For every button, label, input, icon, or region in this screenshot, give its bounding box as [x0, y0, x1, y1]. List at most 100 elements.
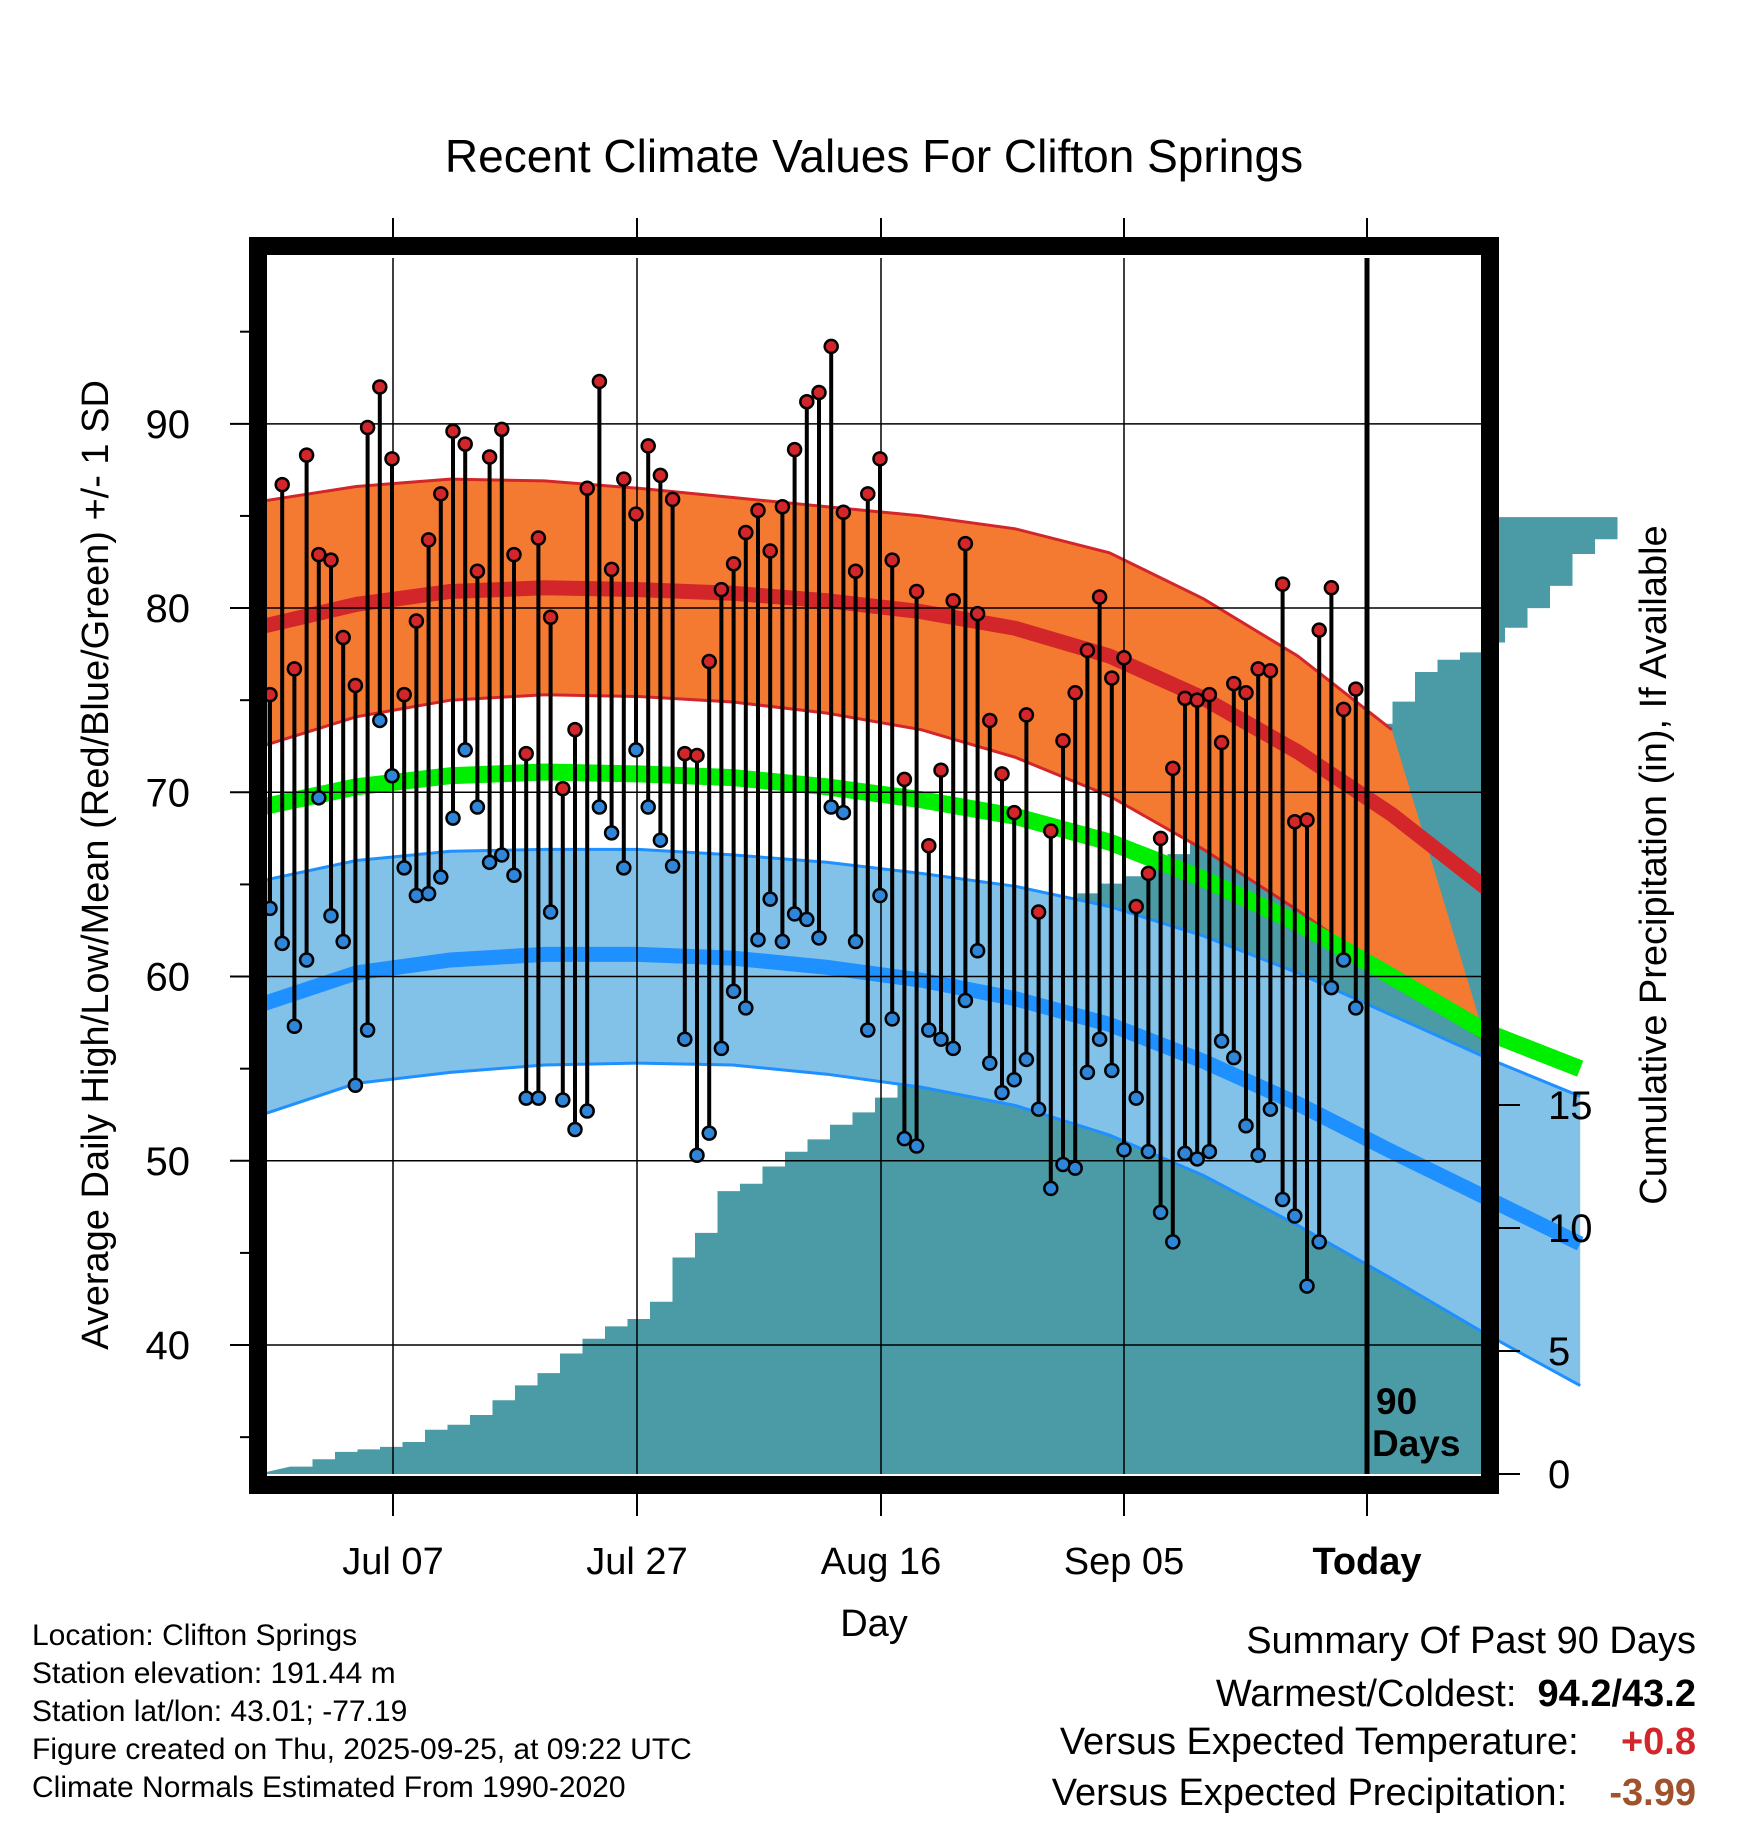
daily-low-dot	[628, 742, 644, 758]
daily-high-dot	[664, 491, 681, 508]
daily-high-dot	[933, 762, 949, 778]
daily-low-dot	[835, 804, 852, 821]
daily-stems-layer	[268, 346, 1358, 1287]
daily-low-dot	[811, 930, 827, 946]
daily-high-dot	[1079, 642, 1096, 659]
daily-high-dot	[982, 712, 998, 729]
daily-high-dot	[433, 486, 449, 502]
daily-low-dot	[311, 790, 327, 806]
daily-high-dot	[335, 629, 351, 646]
daily-high-dot	[640, 438, 656, 454]
daily-high-dot	[896, 771, 913, 788]
created-line: Figure created on Thu, 2025-09-25, at 09…	[32, 1733, 692, 1766]
precip-area	[258, 517, 1640, 1474]
daily-low-dot	[591, 799, 608, 815]
normal-low-band-upper-edge	[261, 847, 1581, 1098]
daily-low-dot	[689, 1147, 705, 1164]
left-tick-label-50: 50	[146, 1140, 191, 1184]
daily-low-dot	[1152, 1204, 1169, 1221]
daily-low-dot	[884, 1011, 900, 1027]
daily-low-dot	[762, 891, 778, 907]
temp-value: +0.8	[1620, 1721, 1696, 1763]
daily-low-dot	[323, 907, 339, 924]
left-tick-label-40: 40	[146, 1324, 191, 1368]
daily-low-dot	[603, 825, 620, 841]
elevation-line: Station elevation: 191.44 m	[32, 1657, 396, 1690]
temp-label: Versus Expected Temperature:	[1059, 1721, 1579, 1763]
daily-high-dot	[1067, 685, 1083, 701]
chart-title: Recent Climate Values For Clifton Spring…	[445, 130, 1303, 182]
daily-high-dot	[408, 613, 425, 629]
station-info: Location: Clifton Springs Station elevat…	[32, 1617, 692, 1807]
daily-high-dot	[1274, 576, 1291, 592]
daily-high-dot	[738, 524, 754, 541]
daily-high-dot	[616, 471, 632, 487]
daily-low-dot	[420, 885, 437, 902]
axes-layer: 40 50 60 70 80 90 0 5 10 15 Jul 07 Jul 27 Aug 16 Sep …	[146, 218, 1593, 1583]
daily-high-dot	[701, 653, 717, 670]
daily-high-dot	[420, 532, 437, 548]
daily-high-dot	[921, 837, 937, 854]
daily-low-dot	[286, 1018, 303, 1035]
daily-low-dot	[1128, 1090, 1144, 1106]
daily-low-dot	[652, 832, 669, 848]
daily-high-dot	[286, 661, 303, 677]
daily-low-dot	[274, 935, 290, 952]
daily-low-dot	[457, 742, 473, 758]
daily-high-dot	[603, 561, 620, 578]
daily-high-dot	[1152, 830, 1169, 847]
x-tick-label-1: Jul 27	[586, 1541, 687, 1583]
precip-area-layer	[258, 517, 1640, 1474]
daily-low-dot	[1140, 1143, 1157, 1160]
daily-low-dot	[872, 887, 888, 904]
daily-low-dot	[1079, 1064, 1096, 1081]
daily-low-dot	[1213, 1033, 1230, 1049]
daily-high-dot	[786, 441, 803, 458]
daily-high-dot	[323, 552, 339, 568]
daily-low-dot	[1201, 1143, 1218, 1160]
daily-low-dot	[1299, 1278, 1315, 1294]
daily-low-dot	[1238, 1118, 1254, 1134]
daily-low-dot	[481, 854, 498, 871]
daily-low-dot	[530, 1090, 547, 1106]
daily-low-dot	[579, 1103, 595, 1119]
daily-low-dot	[1116, 1141, 1132, 1158]
daily-high-dot	[811, 384, 827, 401]
daily-high-dot	[823, 338, 839, 355]
plot-frame	[249, 237, 1499, 1494]
daily-high-dot	[579, 480, 595, 497]
daily-high-dot	[372, 379, 388, 395]
daily-high-dot	[945, 592, 961, 609]
daily-high-dot	[445, 423, 461, 439]
daily-low-dot	[445, 810, 461, 826]
daily-low-dot	[823, 799, 839, 815]
daily-low-dot	[786, 906, 803, 922]
days-label-word: Days	[1372, 1423, 1460, 1464]
daily-high-dot	[860, 486, 876, 502]
daily-low-dot	[896, 1130, 913, 1147]
left-tick-label-60: 60	[146, 956, 191, 1000]
daily-low-dot	[555, 1092, 571, 1108]
daily-low-dot	[1018, 1051, 1035, 1068]
daily-high-dot	[469, 563, 486, 579]
left-tick-label-80: 80	[146, 587, 191, 631]
daily-high-dot	[1238, 685, 1254, 701]
daily-high-dot	[994, 766, 1010, 782]
daily-low-dot	[677, 1031, 693, 1047]
normal-high-band	[262, 479, 1486, 1042]
daily-high-dot	[908, 583, 925, 600]
daily-high-dot	[1299, 812, 1315, 828]
daily-high-dot	[762, 543, 778, 559]
precip-value: -3.99	[1609, 1772, 1696, 1814]
daily-high-dot	[1055, 732, 1071, 749]
daily-high-dot	[591, 373, 608, 390]
daily-high-dot	[506, 546, 522, 563]
daily-high-dot	[1104, 670, 1120, 686]
daily-high-dot	[396, 686, 412, 703]
daily-low-dot	[1287, 1208, 1303, 1224]
x-tick-label-3: Sep 05	[1064, 1541, 1184, 1583]
daily-low-dot	[1323, 979, 1340, 996]
daily-low-dot	[1262, 1101, 1279, 1117]
daily-high-dot	[884, 552, 900, 568]
daily-high-dot	[628, 506, 644, 522]
